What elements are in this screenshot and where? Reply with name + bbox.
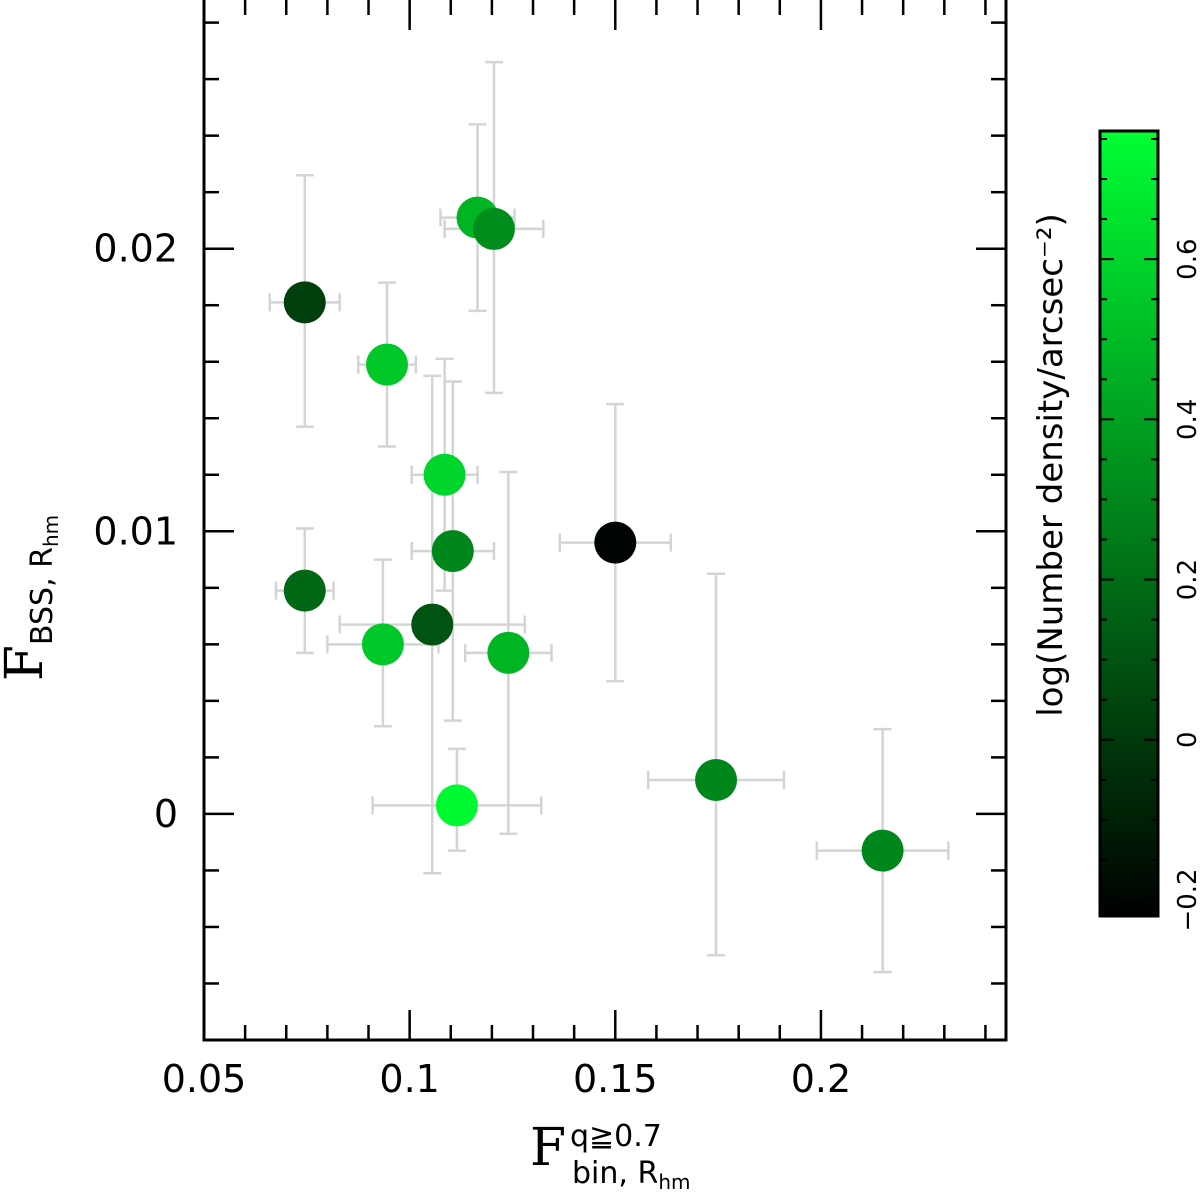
plot-frame (202, 0, 1008, 1042)
data-point (283, 569, 326, 612)
data-points (283, 196, 904, 872)
x-tick-label: 0.1 (379, 1057, 439, 1101)
x-axis-title-superscript: q≧0.7 (570, 1119, 662, 1154)
data-point (472, 207, 515, 250)
colorbar-tick-label: 0 (1173, 732, 1200, 749)
colorbar-ticks: −0.2 0 0.2 0.4 0.6 (1100, 138, 1200, 932)
data-point (594, 521, 637, 564)
data-point (283, 281, 326, 324)
colorbar-tick-label: 0.6 (1173, 238, 1200, 279)
y-tick-label: 0.01 (93, 509, 178, 553)
data-point (361, 623, 404, 666)
y-axis-title: FBSS, Rhm (0, 515, 63, 681)
y-tick-label: 0 (154, 792, 178, 836)
y-axis-ticks: 0 0.01 0.02 (93, 21, 1006, 1042)
colorbar-tick-label: −0.2 (1173, 868, 1200, 931)
colorbar-tick-label: 0.2 (1173, 559, 1200, 600)
data-point (435, 784, 478, 827)
data-point (695, 759, 738, 801)
x-axis-ticks: 0.05 0.1 0.15 0.2 (162, 0, 987, 1101)
x-tick-label: 0.05 (162, 1057, 247, 1101)
data-point (431, 530, 474, 573)
colorbar-tick-label: 0.4 (1173, 399, 1200, 440)
colorbar: −0.2 0 0.2 0.4 0.6 log(Number density/arcsec… (1031, 129, 1200, 932)
x-tick-label: 0.2 (791, 1057, 851, 1101)
x-axis-title-main: F (530, 1118, 566, 1178)
data-point (861, 829, 904, 872)
y-tick-label: 0.02 (93, 227, 178, 271)
data-point (411, 603, 454, 646)
data-point (366, 343, 409, 386)
plot-border (202, 0, 1008, 1042)
x-tick-label: 0.15 (573, 1057, 658, 1101)
x-axis-title-subscript: bin, Rhm (572, 1156, 690, 1194)
data-point (423, 453, 466, 496)
colorbar-title: log(Number density/arcsec⁻²) (1031, 213, 1071, 717)
error-bars (268, 60, 950, 974)
colorbar-gradient (1098, 129, 1160, 918)
data-point (487, 631, 530, 674)
